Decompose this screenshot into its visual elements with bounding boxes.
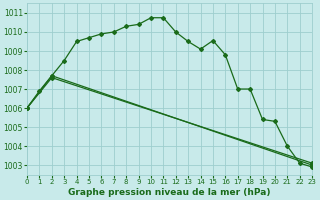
X-axis label: Graphe pression niveau de la mer (hPa): Graphe pression niveau de la mer (hPa) [68,188,271,197]
